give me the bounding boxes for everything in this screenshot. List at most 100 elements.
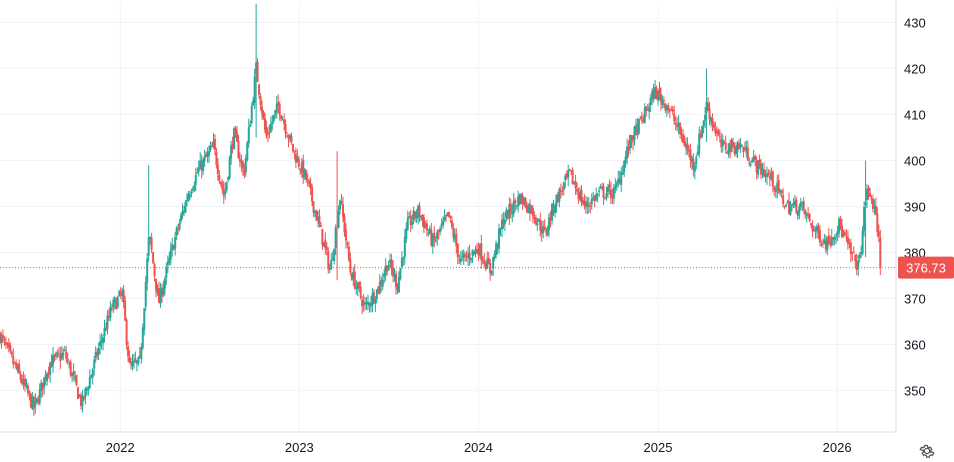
candle-body	[149, 236, 152, 239]
candle	[692, 153, 695, 177]
candle	[94, 346, 97, 363]
candle	[355, 279, 358, 295]
candle-body	[531, 208, 534, 217]
candle-body	[311, 186, 314, 202]
candle-body	[732, 141, 735, 147]
candle	[574, 174, 577, 195]
candle-body	[378, 281, 381, 294]
candle	[134, 351, 137, 364]
candle-body	[733, 146, 736, 154]
candle-body	[56, 352, 59, 354]
candle-body	[355, 286, 358, 290]
candle-body	[764, 174, 767, 176]
candle-body	[677, 123, 680, 127]
candle	[259, 93, 262, 111]
candle-body	[62, 352, 65, 356]
candle	[249, 120, 252, 128]
candle-body	[107, 315, 110, 317]
candle	[717, 128, 720, 137]
candle-body	[199, 160, 202, 170]
candle	[65, 346, 68, 364]
candle	[408, 211, 411, 219]
candle-body	[0, 335, 3, 343]
candle	[213, 134, 216, 156]
candle-body	[283, 119, 286, 124]
candle-body	[852, 251, 855, 253]
candle	[542, 220, 545, 239]
candle-body	[503, 220, 506, 224]
candle-body	[583, 201, 586, 206]
candle	[802, 196, 805, 214]
candle-body	[534, 217, 537, 224]
candle-body	[537, 218, 540, 222]
candle-body	[598, 190, 601, 192]
candle-body	[614, 185, 617, 189]
candle-body	[486, 258, 489, 269]
candle	[297, 155, 300, 170]
candle-body	[450, 220, 453, 228]
candle	[461, 250, 464, 262]
candle-body	[849, 242, 852, 255]
candle-body	[615, 183, 618, 186]
candle-body	[286, 135, 289, 137]
candle-body	[315, 210, 318, 221]
candle	[620, 167, 623, 193]
candle-body	[397, 276, 400, 293]
candle	[855, 253, 858, 276]
candle-body	[38, 389, 41, 404]
candle-body	[275, 103, 278, 113]
candle	[377, 286, 380, 295]
candle	[765, 166, 768, 185]
candle-body	[143, 308, 146, 331]
candle-body	[185, 200, 188, 202]
candle	[467, 246, 470, 266]
candle-body	[224, 191, 227, 195]
candle	[707, 97, 710, 111]
candle	[783, 205, 786, 210]
candle-body	[465, 256, 468, 258]
candle-body	[793, 201, 796, 206]
candle-body	[580, 189, 583, 203]
candle	[162, 280, 165, 298]
candle-body	[511, 211, 514, 215]
settings-button[interactable]	[916, 440, 938, 462]
candle-body	[807, 215, 810, 217]
candle	[848, 238, 851, 249]
candle-body	[22, 378, 25, 385]
y-tick-label: 430	[904, 15, 926, 30]
candle	[54, 351, 57, 361]
candle	[252, 96, 255, 107]
candle-body	[496, 244, 499, 247]
candle	[701, 125, 704, 139]
candle-body	[66, 358, 69, 362]
candle	[874, 197, 877, 216]
candle	[584, 195, 587, 214]
candle	[462, 249, 465, 265]
candle-body	[24, 378, 27, 387]
candle-body	[718, 136, 721, 138]
candle-body	[290, 136, 293, 143]
candle-body	[770, 172, 773, 180]
candle-body	[259, 96, 262, 106]
candle	[236, 125, 239, 142]
candle-body	[739, 145, 742, 147]
candle-body	[51, 355, 54, 366]
candle-body	[639, 116, 642, 118]
candle	[378, 274, 381, 295]
candle	[531, 204, 534, 224]
last-price-label-bg	[898, 256, 954, 279]
candle	[390, 253, 393, 276]
candle	[381, 272, 384, 291]
candle-body	[150, 237, 153, 251]
candle-body	[593, 196, 596, 202]
candle	[779, 188, 782, 197]
candle	[614, 178, 617, 194]
candle-body	[845, 236, 848, 239]
candle	[339, 199, 342, 215]
candle	[315, 209, 318, 221]
candle-body	[210, 145, 213, 148]
candle-body	[144, 282, 147, 307]
candle-body	[68, 363, 71, 365]
